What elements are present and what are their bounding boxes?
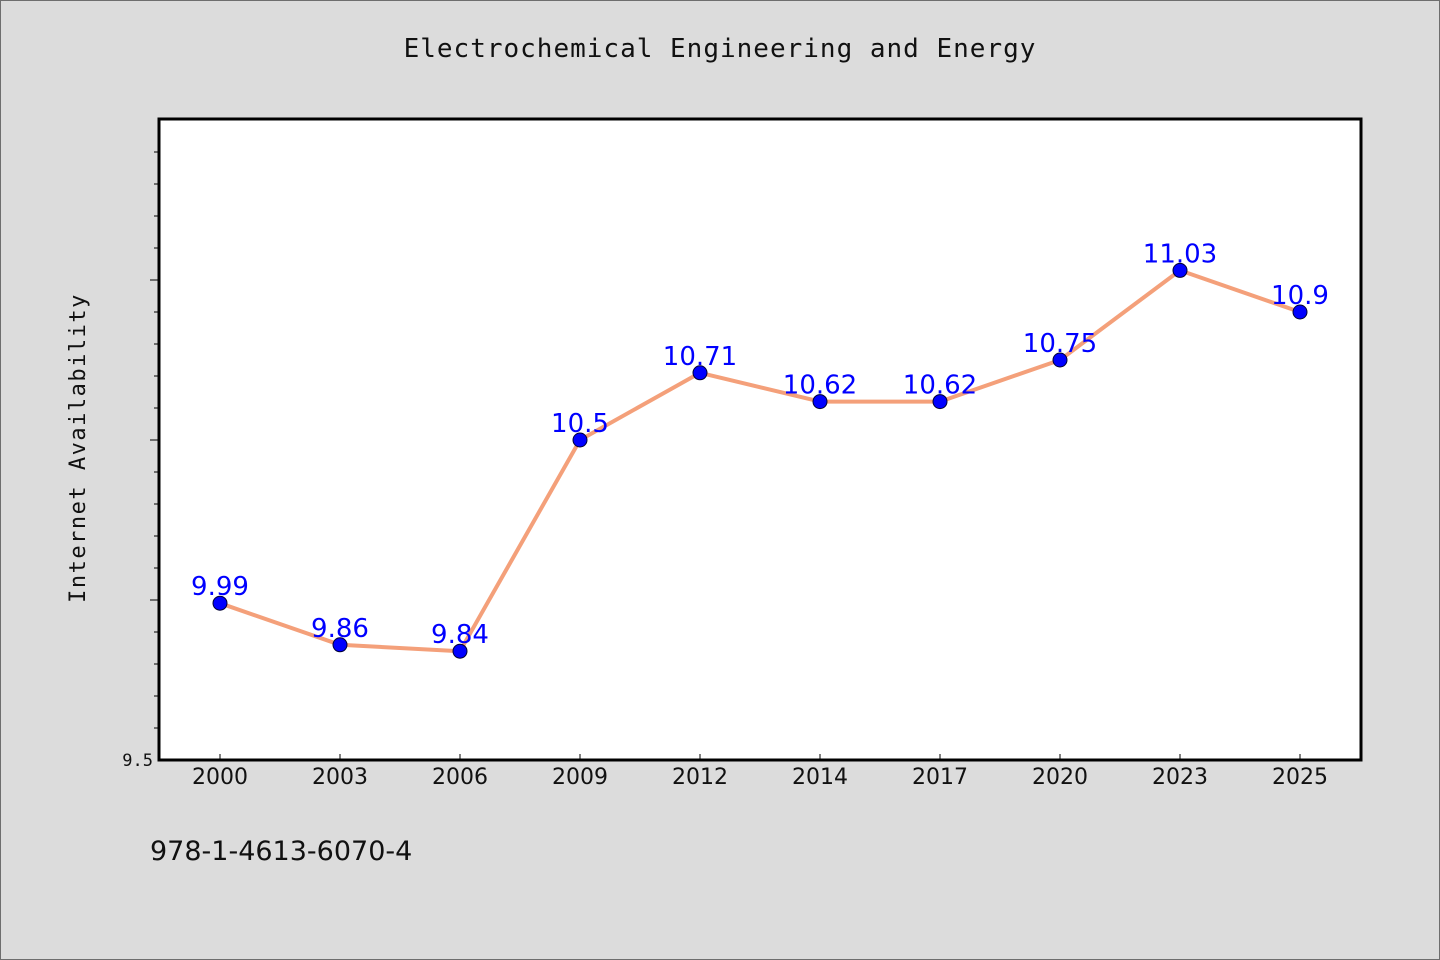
data-point [332, 637, 348, 653]
data-point [932, 394, 948, 410]
data-label: 10.62 [903, 371, 977, 401]
data-point [692, 365, 708, 381]
data-point [812, 394, 828, 410]
x-tick-label: 2003 [312, 765, 368, 790]
data-point [452, 643, 468, 659]
data-point [1292, 304, 1308, 320]
y-axis-ticks: 9.5 [122, 151, 159, 771]
y-tick-label: 9.5 [122, 751, 153, 771]
x-tick-label: 2006 [432, 765, 488, 790]
data-label: 10.62 [783, 371, 857, 401]
series-line [218, 268, 1302, 654]
chart-title: Electrochemical Engineering and Energy [403, 34, 1037, 64]
y-axis-label: Internet Availability [66, 293, 91, 603]
data-label: 9.84 [431, 620, 489, 650]
x-tick-label: 2025 [1272, 765, 1328, 790]
data-label: 11.03 [1143, 239, 1217, 269]
x-axis-tick-labels: 2000 2003 2006 2009 2012 2014 2017 2020 2023 2025 [192, 754, 1328, 790]
data-label: 10.9 [1271, 281, 1329, 311]
x-tick-label: 2023 [1152, 765, 1208, 790]
data-label: 9.99 [191, 572, 249, 602]
x-tick-label: 2012 [672, 765, 728, 790]
series-group: 9.99 9.86 9.84 10.5 10.71 10.62 10.62 10.75 11.0… [191, 239, 1329, 659]
isbn-text: 978-1-4613-6070-4 [150, 836, 413, 867]
data-point [1052, 352, 1068, 368]
x-tick-label: 2020 [1032, 765, 1088, 790]
data-label: 10.5 [551, 409, 609, 439]
data-label: 9.86 [311, 614, 369, 644]
data-point [212, 595, 228, 611]
x-tick-label: 2009 [552, 765, 608, 790]
data-point [572, 432, 588, 448]
plot-area [157, 117, 1363, 762]
x-tick-label: 2000 [192, 765, 248, 790]
x-tick-label: 2017 [912, 765, 968, 790]
x-tick-label: 2014 [792, 765, 848, 790]
data-label: 10.75 [1023, 329, 1097, 359]
data-label: 10.71 [663, 342, 737, 372]
data-point [1172, 262, 1188, 278]
